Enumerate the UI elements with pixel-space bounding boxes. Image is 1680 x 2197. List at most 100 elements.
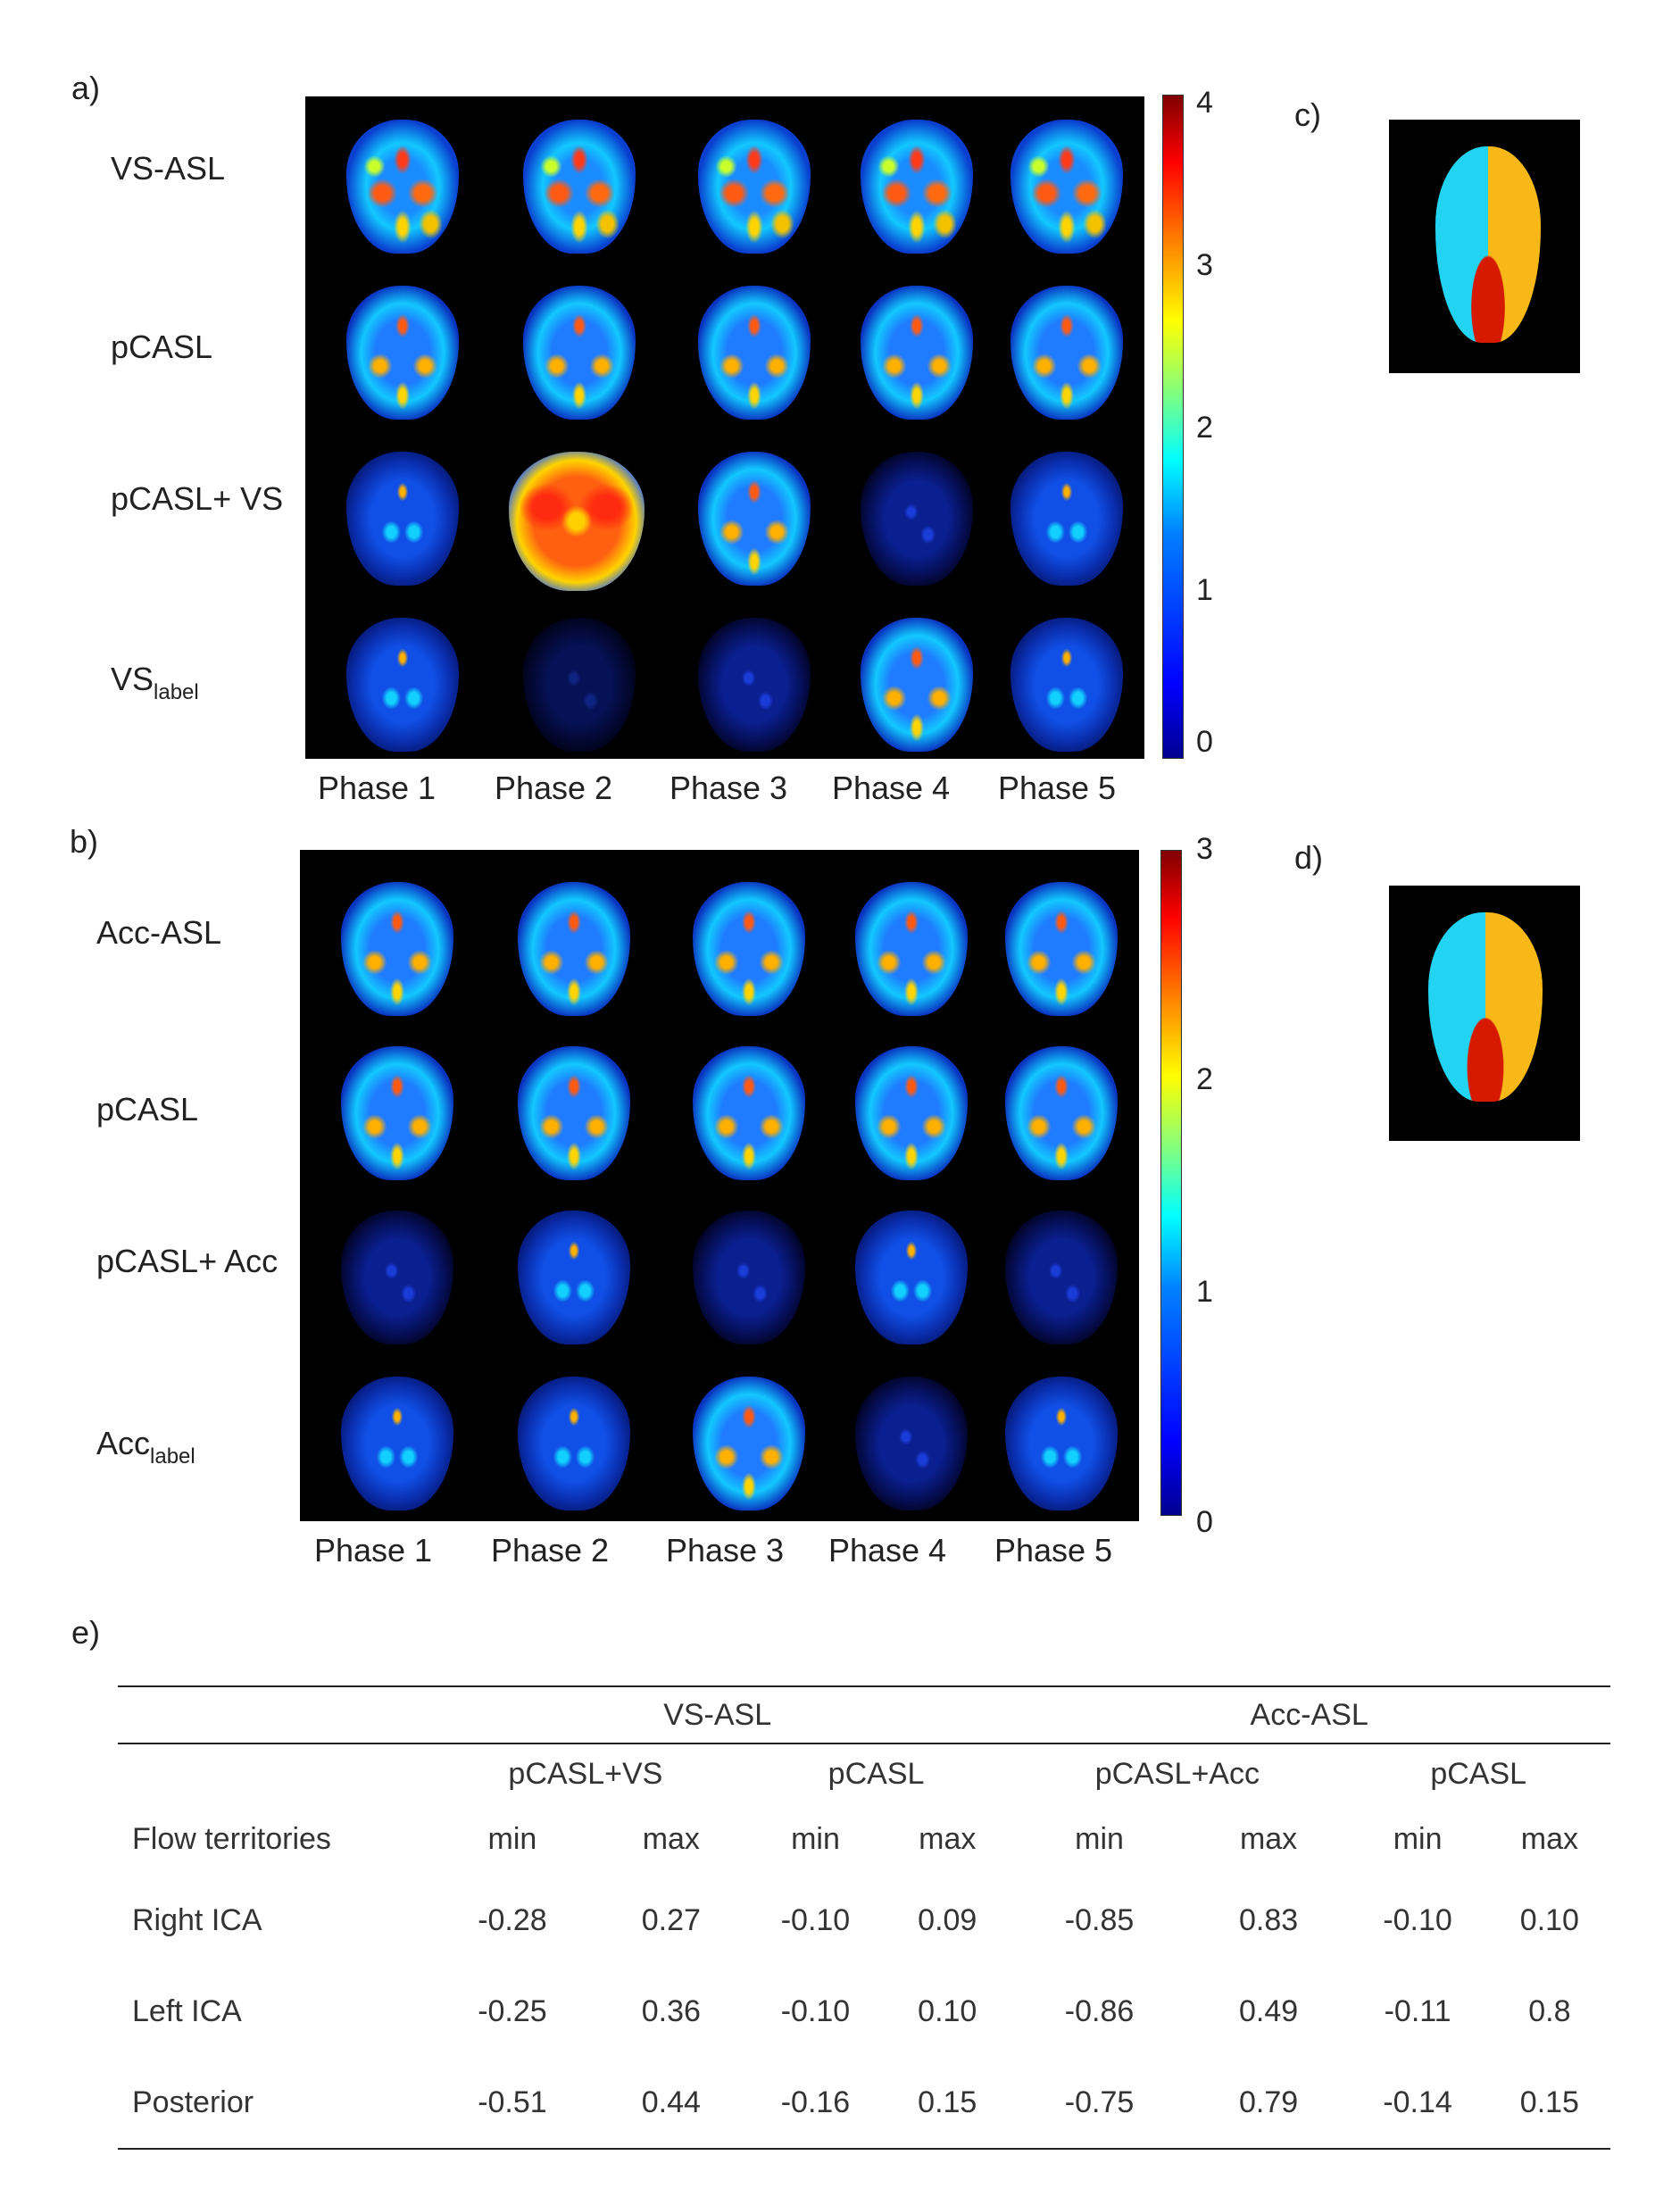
brain-b-r4-p3 (693, 1377, 805, 1510)
table-cell: -0.75 (1064, 2085, 1135, 2119)
table-row: Left ICA -0.25 0.36 -0.10 0.10 -0.86 0.4… (118, 1966, 1610, 2057)
brain-b-r1-p2 (518, 882, 630, 1016)
table-cell: 0.49 (1238, 1993, 1299, 2028)
flow-territories-table: VS-ASL Acc-ASL pCASL+VS pCASL pCASL+Acc … (118, 1685, 1610, 2150)
phase-b-2: Phase 2 (490, 1532, 610, 1569)
colorbar-b-tick-2: 2 (1196, 1062, 1213, 1096)
panel-label-b: b) (70, 823, 99, 860)
brain-b-r3-p4 (855, 1211, 968, 1344)
phase-a-4: Phase 4 (831, 770, 951, 806)
row-label-b-4: Acclabel (96, 1425, 195, 1469)
colorbar-a (1162, 95, 1184, 759)
brain-a-r3-p2 (509, 452, 645, 591)
table-cell: 0.09 (918, 1902, 977, 1937)
brain-a-r1-p2 (523, 120, 636, 254)
brain-a-r2-p2 (523, 286, 636, 420)
table-cell: -0.86 (1064, 1993, 1135, 2028)
brain-b-r4-p4 (855, 1377, 968, 1510)
brain-b-r2-p2 (518, 1046, 630, 1180)
row-label-b-2: pCASL (96, 1091, 199, 1128)
panel-label-d: d) (1294, 839, 1324, 876)
table-cell: -0.28 (478, 1902, 547, 1937)
brain-a-r2-p1 (346, 286, 459, 420)
brain-a-r2-p3 (698, 286, 811, 420)
col-header: max (919, 1821, 977, 1856)
table-cell: 0.10 (918, 1993, 977, 2028)
row-label-a-2: pCASL (111, 329, 213, 365)
table-cell: -0.11 (1384, 1993, 1451, 2028)
row-label-a-3: pCASL+ VS (111, 480, 284, 517)
colorbar-b-tick-0: 0 (1196, 1505, 1213, 1539)
territory-map-d (1389, 886, 1580, 1141)
brain-a-r1-p3 (698, 120, 811, 254)
row-label-a-4: VSlabel (111, 661, 199, 704)
col-header: min (791, 1821, 840, 1856)
table-cell: -0.14 (1383, 2085, 1452, 2119)
table-group-header-row: VS-ASL Acc-ASL (118, 1686, 1610, 1744)
row-label-b-1: Acc-ASL (96, 914, 222, 951)
brain-b-r1-p5 (1005, 882, 1118, 1016)
brain-b-r1-p1 (341, 882, 453, 1016)
row-name: Right ICA (132, 1902, 262, 1937)
brain-a-r4-p1 (346, 618, 459, 752)
table-cell: 0.8 (1528, 1993, 1571, 2028)
brain-b-r3-p5 (1005, 1211, 1118, 1344)
territory-shape-d (1428, 912, 1543, 1102)
table-cell: -0.25 (478, 1993, 547, 2028)
brain-b-r4-p5 (1005, 1377, 1118, 1510)
sub-header-pcasl-vs: pCASL+VS (508, 1756, 663, 1791)
table-cell: 0.27 (641, 1902, 701, 1937)
brain-b-r1-p4 (855, 882, 968, 1016)
table-cell: 0.15 (918, 2085, 977, 2119)
territory-map-c (1389, 120, 1580, 373)
table-cell: 0.83 (1238, 1902, 1299, 1937)
brain-b-r3-p1 (341, 1211, 453, 1344)
col-header: max (642, 1821, 700, 1856)
brain-b-r4-p1 (341, 1377, 453, 1510)
row-label-b-3: pCASL+ Acc (96, 1243, 279, 1279)
table-row: Right ICA -0.28 0.27 -0.10 0.09 -0.85 0.… (118, 1875, 1610, 1966)
table-sub-header-row: pCASL+VS pCASL pCASL+Acc pCASL (118, 1743, 1610, 1803)
brain-a-r1-p1 (346, 120, 459, 254)
brain-a-r4-p2 (523, 618, 636, 752)
brain-b-r2-p4 (855, 1046, 968, 1180)
brain-b-r1-p3 (693, 882, 805, 1016)
col-header: max (1239, 1821, 1298, 1856)
colorbar-b-tick-1: 1 (1196, 1275, 1213, 1309)
row-label-a-1: VS-ASL (111, 150, 226, 187)
table-row: Posterior -0.51 0.44 -0.16 0.15 -0.75 0.… (118, 2057, 1610, 2149)
group-header-acc-asl: Acc-ASL (1008, 1686, 1610, 1744)
table-cell: -0.16 (780, 2085, 851, 2119)
phase-b-5: Phase 5 (994, 1532, 1113, 1569)
phase-a-2: Phase 2 (494, 770, 613, 806)
brain-a-r1-p4 (861, 120, 973, 254)
col-header: min (1393, 1821, 1443, 1856)
brain-a-r2-p5 (1010, 286, 1123, 420)
territory-shape-c (1435, 146, 1541, 343)
table-cell: 0.79 (1238, 2085, 1299, 2119)
brain-a-r2-p4 (861, 286, 973, 420)
table-column-header-row: Flow territories min max min max min max… (118, 1803, 1610, 1875)
brain-a-r4-p4 (861, 618, 973, 752)
panel-b-image-grid (300, 850, 1139, 1521)
row-name: Posterior (132, 2085, 254, 2119)
sub-header-pcasl-2: pCASL (1430, 1756, 1527, 1791)
group-header-vs-asl: VS-ASL (427, 1686, 1009, 1744)
col-header: max (1520, 1821, 1579, 1856)
table-cell: -0.10 (1383, 1902, 1452, 1937)
brain-b-r3-p3 (693, 1211, 805, 1344)
brain-a-r3-p3 (698, 452, 811, 586)
table-cell: 0.36 (641, 1993, 701, 2028)
table-cell: 0.10 (1519, 1902, 1579, 1937)
brain-a-r3-p5 (1010, 452, 1123, 586)
panel-label-e: e) (71, 1614, 101, 1651)
phase-a-1: Phase 1 (317, 770, 437, 806)
row-header-flow-territories: Flow territories (132, 1821, 331, 1856)
phase-b-1: Phase 1 (313, 1532, 433, 1569)
phase-a-3: Phase 3 (669, 770, 788, 806)
brain-a-r3-p1 (346, 452, 459, 586)
colorbar-a-tick-2: 2 (1196, 411, 1213, 445)
brain-b-r4-p2 (518, 1377, 630, 1510)
brain-a-r4-p3 (698, 618, 811, 752)
brain-b-r2-p1 (341, 1046, 453, 1180)
